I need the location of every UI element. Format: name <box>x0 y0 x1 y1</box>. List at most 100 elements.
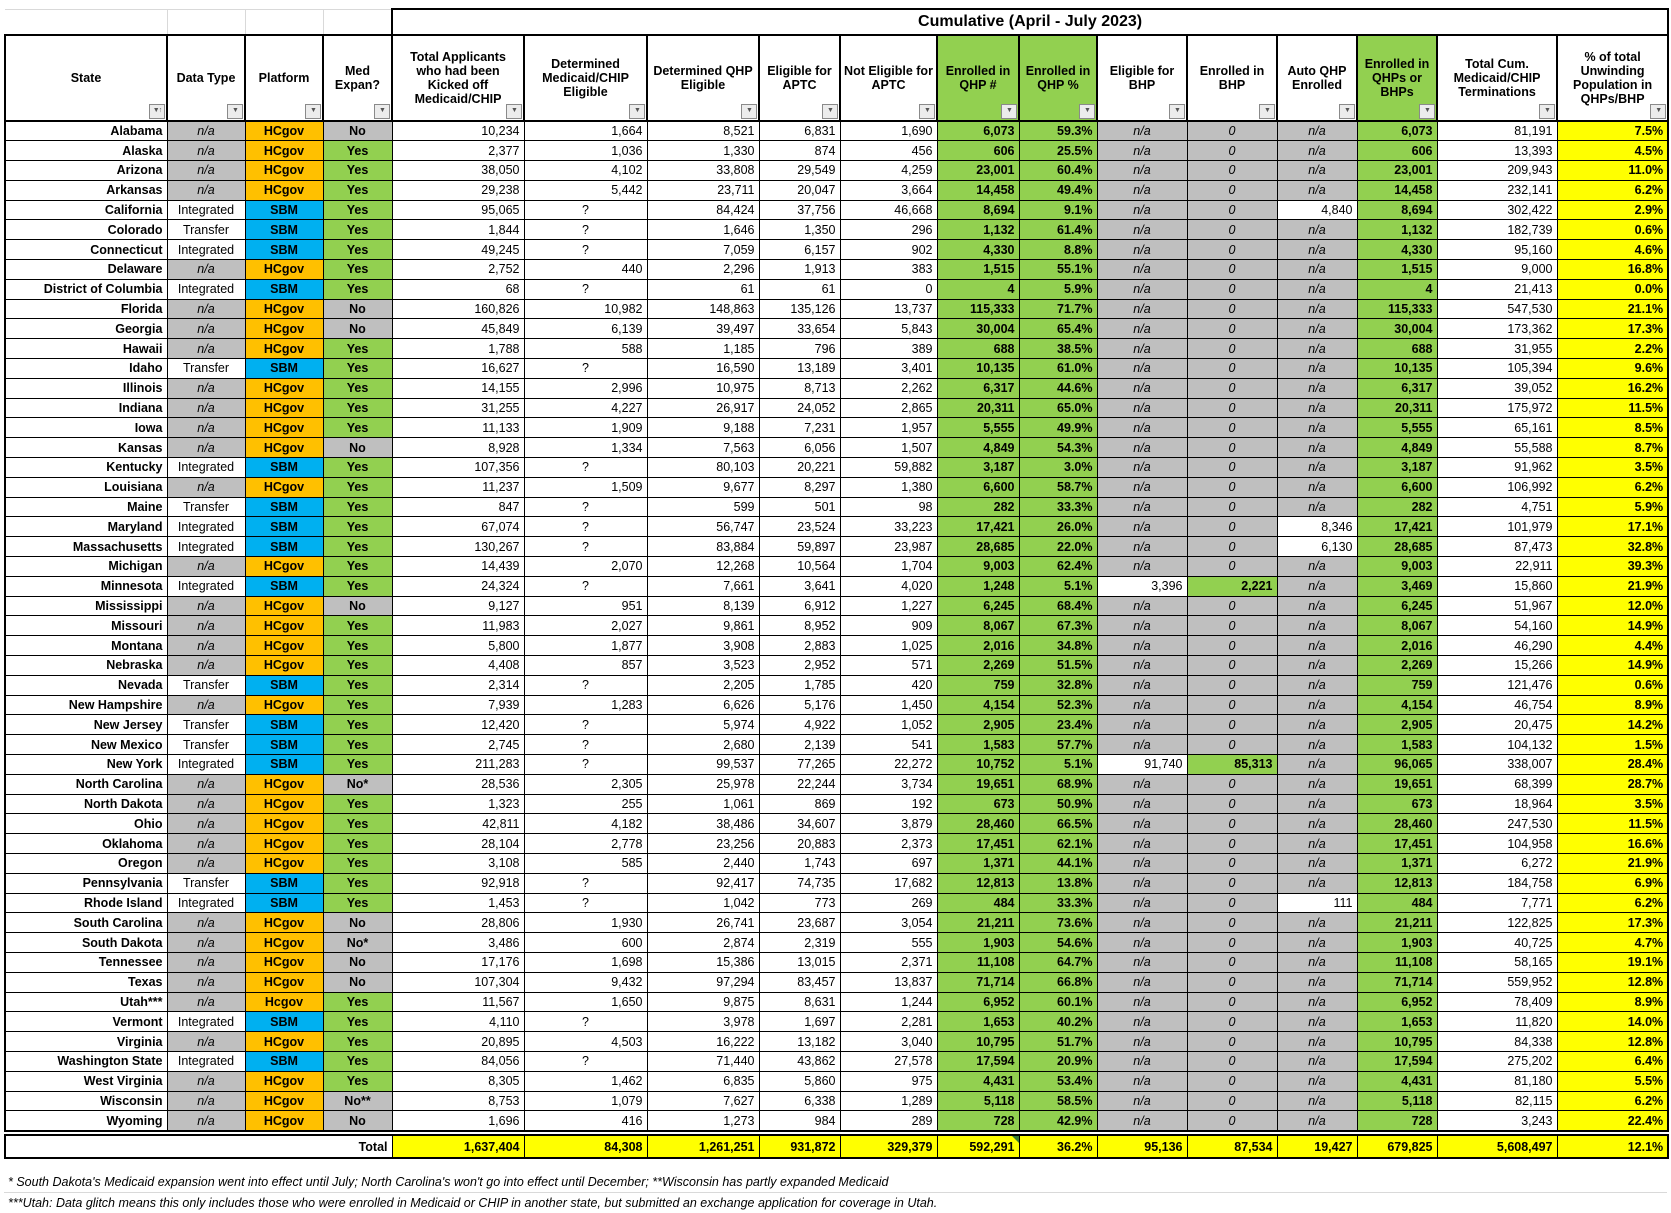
determined-medicaid-chip-eligible-cell: 1,036 <box>523 140 648 162</box>
filter-button-pct-unwinding[interactable]: ▼ <box>1650 103 1667 119</box>
determined-qhp-eligible-cell: 8,139 <box>646 595 760 617</box>
enrolled-in-qhps-or-bhps-cell: 2,905 <box>1356 714 1438 736</box>
platform-cell: HCgov <box>244 1031 324 1052</box>
enrolled-in-qhps-or-bhps-cell: 688 <box>1356 338 1438 360</box>
pct-unwinding-cell: 3.5% <box>1556 793 1670 815</box>
data-type-cell: n/a <box>166 140 246 162</box>
column-header-total-applicants: Total Applicants who had been Kicked off… <box>391 33 525 122</box>
enrolled-in-qhps-or-bhps-cell: 9,003 <box>1356 556 1438 577</box>
enrolled-in-bhp-cell: 0 <box>1186 1050 1278 1072</box>
filter-button-enrolled-in-bhp[interactable]: ▼ <box>1259 103 1275 119</box>
enrolled-in-qhps-or-bhps-cell: 728 <box>1356 1110 1438 1132</box>
auto-qhp-enrolled-cell: n/a <box>1276 476 1358 498</box>
platform-cell: SBM <box>244 674 324 696</box>
state-cell: Oregon <box>4 852 168 874</box>
table-row: Washington State Integrated SBM Yes 84,056? 7… <box>4 1050 1670 1072</box>
med-expan-cell: Yes <box>322 833 393 854</box>
platform-cell: HCgov <box>244 417 324 439</box>
auto-qhp-enrolled-cell: n/a <box>1276 773 1358 795</box>
auto-qhp-enrolled-cell: n/a <box>1276 793 1358 815</box>
eligible-for-aptc-cell: 61 <box>758 278 841 300</box>
state-cell: Texas <box>4 971 168 993</box>
not-eligible-for-aptc-cell: 1,052 <box>839 714 938 736</box>
determined-medicaid-chip-eligible-cell: 585 <box>523 852 648 874</box>
enrolled-in-qhp-num-cell: 1,371 <box>936 852 1020 874</box>
state-cell: Ohio <box>4 813 168 835</box>
total-cum-terminations-cell: 15,860 <box>1436 575 1558 597</box>
data-type-cell: n/a <box>166 813 246 835</box>
filter-button-eligible-for-aptc[interactable]: ▼ <box>822 103 838 119</box>
column-header-enrolled-in-qhp-pct: Enrolled in QHP % ▼ <box>1018 33 1098 122</box>
eligible-for-aptc-cell: 796 <box>758 338 841 360</box>
platform-cell: HCgov <box>244 951 324 973</box>
data-type-cell: n/a <box>166 615 246 637</box>
auto-qhp-enrolled-cell: n/a <box>1276 1050 1358 1072</box>
not-eligible-for-aptc-cell: 571 <box>839 655 938 676</box>
filter-button-enrolled-in-qhp-pct[interactable]: ▼ <box>1079 103 1095 119</box>
filter-button-enrolled-in-qhps-or-bhps[interactable]: ▼ <box>1419 103 1435 119</box>
filter-button-auto-qhp-enrolled[interactable]: ▼ <box>1339 103 1355 119</box>
auto-qhp-enrolled-cell: n/a <box>1276 1031 1358 1052</box>
med-expan-cell: Yes <box>322 1011 393 1033</box>
state-cell: South Dakota <box>4 932 168 953</box>
table-row: New Hampshire n/a HCgov Yes 7,939 1,283 6,626 5… <box>4 694 1670 716</box>
determined-qhp-eligible-cell: 2,680 <box>646 734 760 755</box>
not-eligible-for-aptc-cell: 33,223 <box>839 516 938 538</box>
not-eligible-for-aptc-cell: 2,262 <box>839 377 938 399</box>
determined-qhp-eligible-cell: 1,185 <box>646 338 760 360</box>
filter-button-determined-qhp-eligible[interactable]: ▼ <box>741 103 757 119</box>
filter-button-total-applicants[interactable]: ▼ <box>506 103 522 119</box>
enrolled-in-qhp-num-cell: 28,460 <box>936 813 1020 835</box>
total-cum-terminations-cell: 55,588 <box>1436 437 1558 459</box>
filter-button-total-cum-terminations[interactable]: ▼ <box>1539 103 1555 119</box>
state-cell: Alabama <box>4 119 168 142</box>
auto-qhp-enrolled-cell: n/a <box>1276 318 1358 340</box>
enrolled-in-qhp-num-cell: 8,694 <box>936 199 1020 221</box>
med-expan-cell: Yes <box>322 655 393 676</box>
table-row: Vermont Integrated SBM Yes 4,110? 3,978 1,697 2… <box>4 1011 1670 1033</box>
total-cum-terminations-cell: 22,911 <box>1436 556 1558 577</box>
eligible-for-aptc-cell: 2,952 <box>758 655 841 676</box>
filter-button-med-expan[interactable]: ▼ <box>374 103 390 119</box>
med-expan-cell: Yes <box>322 813 393 835</box>
med-expan-cell: Yes <box>322 496 393 518</box>
total-applicants-cell: 1,453 <box>391 892 525 914</box>
enrolled-in-qhp-pct-cell: 61.4% <box>1018 219 1098 241</box>
filter-button-not-eligible-for-aptc[interactable]: ▼ <box>919 103 935 119</box>
enrolled-in-bhp-cell: 0 <box>1186 615 1278 637</box>
eligible-for-aptc-cell: 773 <box>758 892 841 914</box>
platform-cell: HCgov <box>244 971 324 993</box>
auto-qhp-enrolled-cell: n/a <box>1276 338 1358 360</box>
enrolled-in-bhp-cell: 0 <box>1186 476 1278 498</box>
pct-unwinding-cell: 2.2% <box>1556 338 1670 360</box>
filter-button-determined-medicaid-chip-eligible[interactable]: ▼ <box>629 103 645 119</box>
state-cell: Alaska <box>4 140 168 162</box>
filter-button-eligible-for-bhp[interactable]: ▼ <box>1169 103 1185 119</box>
total-not-eligible-for-aptc-cell: 329,379 <box>839 1134 938 1160</box>
sort-filter-button-state[interactable]: ▼↑ <box>149 103 165 119</box>
eligible-for-bhp-cell: n/a <box>1096 476 1188 498</box>
enrolled-in-qhp-pct-cell: 59.3% <box>1018 119 1098 142</box>
med-expan-cell: Yes <box>322 714 393 736</box>
total-cum-terminations-cell: 54,160 <box>1436 615 1558 637</box>
enrolled-in-qhp-pct-cell: 26.0% <box>1018 516 1098 538</box>
total-applicants-cell: 2,377 <box>391 140 525 162</box>
separator-line <box>5 1130 1669 1137</box>
footnote-2: ***Utah: Data glitch means this only inc… <box>4 1193 1667 1213</box>
pct-unwinding-cell: 6.4% <box>1556 1050 1670 1072</box>
platform-cell: HCgov <box>244 298 324 320</box>
enrolled-in-qhps-or-bhps-cell: 6,952 <box>1356 991 1438 1013</box>
not-eligible-for-aptc-cell: 975 <box>839 1070 938 1092</box>
filter-button-platform[interactable]: ▼ <box>305 103 321 119</box>
eligible-for-bhp-cell: n/a <box>1096 615 1188 637</box>
total-applicants-cell: 9,127 <box>391 595 525 617</box>
auto-qhp-enrolled-cell: n/a <box>1276 298 1358 320</box>
determined-medicaid-chip-eligible-cell: 4,182 <box>523 813 648 835</box>
total-determined-qhp-eligible-cell: 1,261,251 <box>646 1134 760 1160</box>
enrolled-in-qhps-or-bhps-cell: 14,458 <box>1356 179 1438 201</box>
enrolled-in-qhps-or-bhps-cell: 3,187 <box>1356 457 1438 478</box>
filter-button-data-type[interactable]: ▼ <box>227 103 243 119</box>
table-row: Oregon n/a HCgov Yes 3,108 585 2,440 1,743 697 1,… <box>4 852 1670 874</box>
filter-button-enrolled-in-qhp-num[interactable]: ▼ <box>1001 103 1017 119</box>
auto-qhp-enrolled-cell: n/a <box>1276 655 1358 676</box>
